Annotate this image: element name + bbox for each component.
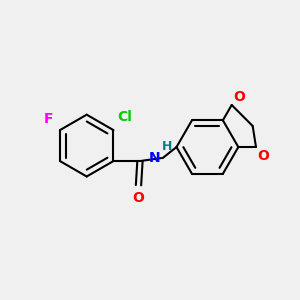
Text: N: N bbox=[149, 151, 160, 165]
Text: H: H bbox=[162, 140, 173, 153]
Text: F: F bbox=[44, 112, 53, 126]
Text: O: O bbox=[133, 191, 144, 205]
Text: Cl: Cl bbox=[117, 110, 132, 124]
Text: O: O bbox=[233, 89, 245, 103]
Text: O: O bbox=[257, 148, 269, 163]
